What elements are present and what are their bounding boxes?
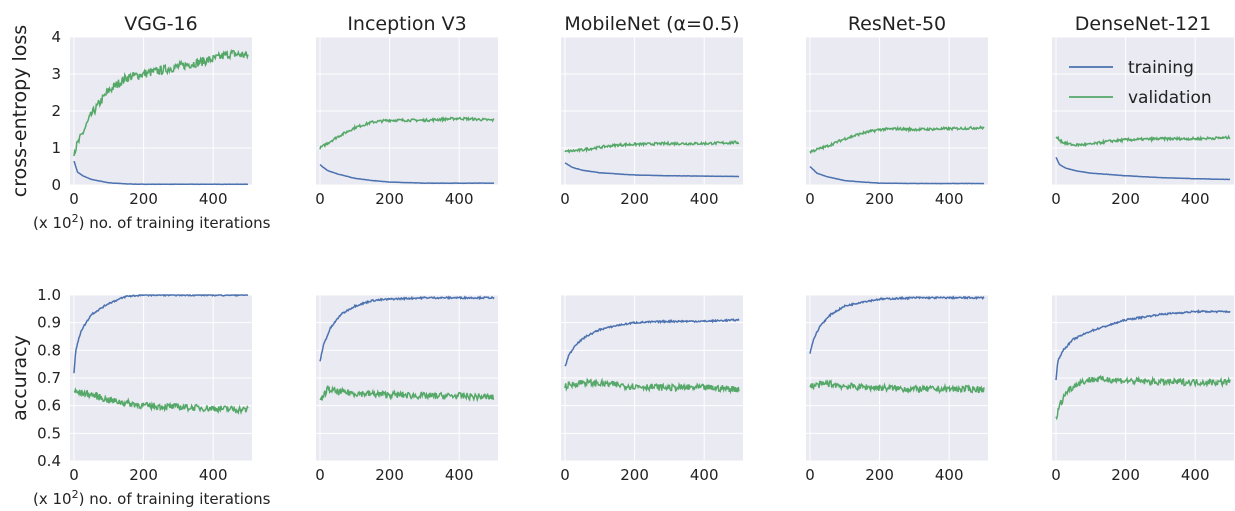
- series-line-training: [809, 165, 985, 185]
- series-line-validation: [73, 48, 249, 157]
- x-tick-label: 400: [690, 466, 719, 484]
- chart-title: ResNet-50: [848, 13, 946, 35]
- panel-accuracy-2: 0 200 400: [560, 294, 743, 484]
- x-tick-label: 400: [935, 466, 964, 484]
- panel-loss-4: DenseNet-121 0 200 400: [1051, 13, 1234, 208]
- x-axis-note: (x 102) no. of training iterations: [33, 488, 271, 508]
- series-line-validation: [809, 379, 985, 395]
- x-tick-label: 200: [865, 466, 894, 484]
- series-line-training: [1055, 156, 1231, 181]
- x-tick-label: 0: [560, 190, 570, 208]
- y-tick-label: 0.8: [37, 341, 61, 359]
- x-axis-note: (x 102) no. of training iterations: [33, 212, 271, 232]
- x-tick-label: 200: [620, 190, 649, 208]
- panel-loss-3: ResNet-50 0 200 400: [805, 13, 988, 208]
- y-tick-label: 0.5: [37, 424, 61, 442]
- panel-accuracy-3: 0 200 400: [805, 294, 988, 484]
- y-axis-label: accuracy: [9, 335, 31, 421]
- y-axis-label: cross-entropy loss: [9, 25, 31, 197]
- x-tick-label: 200: [1111, 466, 1140, 484]
- y-tick-label: 0: [51, 176, 61, 194]
- series-line-validation: [73, 386, 249, 416]
- x-tick-label: 0: [560, 466, 570, 484]
- x-tick-label: 0: [315, 190, 325, 208]
- series-line-training: [73, 293, 249, 374]
- panel-loss-2: MobileNet (α=0.5) 0 200 400: [560, 13, 743, 208]
- x-tick-label: 0: [315, 466, 325, 484]
- chart-title: MobileNet (α=0.5): [564, 13, 739, 35]
- x-tick-label: 400: [690, 190, 719, 208]
- x-tick-label: 0: [69, 466, 79, 484]
- series-line-training: [564, 162, 740, 178]
- series-line-validation: [1055, 134, 1231, 148]
- y-tick-label: 0.9: [37, 314, 61, 332]
- series-line-validation: [564, 377, 740, 395]
- chart-title: DenseNet-121: [1075, 13, 1211, 35]
- x-tick-label: 200: [1111, 190, 1140, 208]
- series-line-validation: [319, 384, 495, 403]
- panel-accuracy-4: 0 200 400: [1051, 294, 1234, 484]
- panel-loss-0: VGG-16 0 200 400 0 1 2 3 4 cross-entropy loss(x 1…: [9, 13, 271, 232]
- x-tick-label: 200: [129, 190, 158, 208]
- series-line-training: [564, 318, 740, 367]
- x-tick-label: 0: [1051, 190, 1061, 208]
- x-tick-label: 400: [445, 190, 474, 208]
- series-line-validation: [809, 125, 985, 155]
- x-tick-label: 0: [1051, 466, 1061, 484]
- chart-title: VGG-16: [124, 13, 197, 35]
- y-tick-label: 0.6: [37, 397, 61, 415]
- x-tick-label: 0: [805, 466, 815, 484]
- series-line-training: [319, 295, 495, 362]
- y-tick-label: 1.0: [37, 286, 61, 304]
- x-tick-label: 200: [375, 190, 404, 208]
- y-tick-label: 3: [51, 65, 61, 83]
- series-line-training: [809, 295, 985, 354]
- series-line-validation: [1055, 375, 1231, 421]
- x-tick-label: 400: [1181, 190, 1210, 208]
- legend-label-training: training: [1128, 58, 1194, 78]
- x-tick-label: 0: [805, 190, 815, 208]
- x-tick-label: 400: [199, 190, 228, 208]
- x-tick-label: 400: [199, 466, 228, 484]
- y-tick-label: 4: [51, 28, 61, 46]
- legend: training validation: [1069, 58, 1212, 108]
- x-tick-label: 200: [375, 466, 404, 484]
- panel-accuracy-1: 0 200 400: [315, 294, 498, 484]
- panel-accuracy-0: 0 200 400 0.4 0.5 0.6 0.7 0.8 0.9 1.0 accuracy (x 1…: [9, 286, 271, 508]
- x-tick-label: 400: [1181, 466, 1210, 484]
- y-tick-label: 0.4: [37, 452, 61, 470]
- series-line-training: [319, 164, 495, 185]
- series-line-training: [1055, 309, 1231, 381]
- series-line-training: [73, 160, 249, 186]
- x-tick-label: 200: [129, 466, 158, 484]
- y-tick-label: 1: [51, 139, 61, 157]
- x-tick-label: 200: [865, 190, 894, 208]
- chart-title: Inception V3: [347, 13, 466, 35]
- y-tick-label: 0.7: [37, 369, 61, 387]
- series-line-validation: [564, 140, 740, 154]
- x-tick-label: 0: [69, 190, 79, 208]
- legend-label-validation: validation: [1128, 88, 1212, 108]
- y-tick-label: 2: [51, 102, 61, 120]
- series-line-validation: [319, 115, 495, 150]
- x-tick-label: 400: [445, 466, 474, 484]
- x-tick-label: 200: [620, 466, 649, 484]
- panel-loss-1: Inception V3 0 200 400: [315, 13, 498, 208]
- x-tick-label: 400: [935, 190, 964, 208]
